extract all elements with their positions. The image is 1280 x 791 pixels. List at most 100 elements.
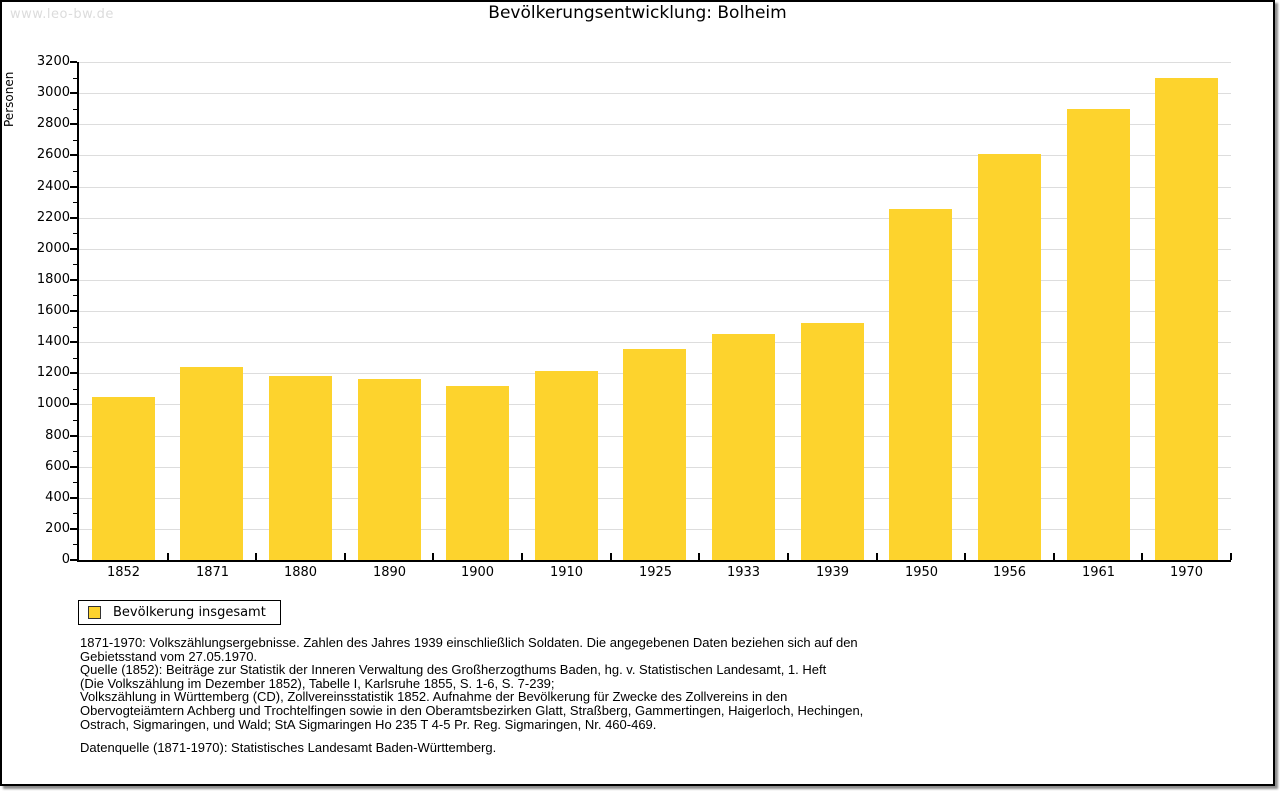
chart-title: Bevölkerungsentwicklung: Bolheim (488, 3, 787, 23)
bar-1880 (269, 376, 332, 560)
y-tick-major-1000 (70, 403, 77, 405)
bar-1939 (801, 323, 864, 560)
legend-swatch (88, 606, 101, 619)
y-tick-minor-1100 (73, 389, 77, 390)
y-tick-major-3000 (70, 92, 77, 94)
y-tick-label-2200: 2200 (36, 210, 70, 225)
y-tick-label-400: 400 (45, 490, 70, 505)
y-tick-minor-2100 (73, 233, 77, 234)
footnote-line-2: Gebietsstand vom 27.05.1970. (80, 648, 258, 664)
y-tick-major-2800 (70, 123, 77, 125)
bar-1852 (92, 397, 155, 560)
bar-1871 (180, 367, 243, 560)
y-tick-minor-1300 (73, 358, 77, 359)
x-axis-tick-13 (1230, 553, 1232, 560)
y-gridline-3200 (79, 62, 1231, 63)
y-gridline-2600 (79, 155, 1231, 156)
y-gridline-1600 (79, 311, 1231, 312)
y-tick-major-400 (70, 497, 77, 499)
x-axis-tick-11 (1053, 553, 1055, 560)
y-gridline-2800 (79, 124, 1231, 125)
footnote-line-6: Obervogteiämtern Achberg und Trochtelfin… (80, 702, 864, 718)
bar-1970 (1155, 78, 1218, 560)
y-gridline-1800 (79, 280, 1231, 281)
footnotes: 1871-1970: Volkszählungsergebnisse. Zahl… (80, 636, 1200, 731)
y-tick-label-200: 200 (45, 521, 70, 536)
y-tick-label-1000: 1000 (36, 396, 70, 411)
y-tick-minor-1900 (73, 264, 77, 265)
bar-1890 (358, 379, 421, 560)
y-tick-major-200 (70, 528, 77, 530)
y-tick-minor-900 (73, 420, 77, 421)
footnote-line-1: 1871-1970: Volkszählungsergebnisse. Zahl… (80, 635, 858, 650)
footnote-line-5: Volkszählung in Württemberg (CD), Zollve… (80, 689, 788, 705)
x-tick-label-1890: 1890 (372, 565, 407, 580)
y-tick-major-2200 (70, 217, 77, 219)
x-axis-tick-5 (521, 553, 523, 560)
y-tick-label-1800: 1800 (36, 272, 70, 287)
x-axis-labels: 1852 1871 1880 1890 1900 1910 1925 1933 1939 1950… (79, 565, 1231, 583)
y-gridline-2400 (79, 187, 1231, 188)
bar-1956 (978, 154, 1041, 560)
y-gridline-2000 (79, 249, 1231, 250)
y-tick-minor-300 (73, 513, 77, 514)
x-axis-tick-1 (167, 553, 169, 560)
y-tick-minor-1500 (73, 327, 77, 328)
x-tick-label-1970: 1970 (1169, 565, 1204, 580)
y-tick-label-2400: 2400 (36, 179, 70, 194)
x-axis-line (77, 560, 1231, 562)
y-tick-label-2000: 2000 (36, 241, 70, 256)
y-axis: 0 200 400 600 800 1000 1200 1400 1600 1800 2000 220… (0, 54, 79, 567)
y-tick-label-3200: 3200 (36, 54, 70, 69)
footnote-line-3: Quelle (1852): Beiträge zur Statistik de… (80, 662, 827, 678)
legend-label: Bevölkerung insgesamt (113, 605, 266, 620)
y-tick-label-1200: 1200 (36, 365, 70, 380)
x-tick-label-1933: 1933 (726, 565, 761, 580)
y-tick-minor-700 (73, 451, 77, 452)
y-tick-major-3200 (70, 61, 77, 63)
x-axis-tick-8 (787, 553, 789, 560)
y-tick-minor-2500 (73, 171, 77, 172)
y-tick-label-800: 800 (45, 428, 70, 443)
y-tick-major-0 (70, 559, 77, 561)
y-tick-major-1400 (70, 341, 77, 343)
x-tick-label-1900: 1900 (460, 565, 495, 580)
footnote-line-4: (Die Volkszählung im Dezember 1852), Tab… (80, 675, 555, 691)
datasource-line: Datenquelle (1871-1970): Statistisches L… (80, 740, 497, 755)
y-tick-minor-2700 (73, 140, 77, 141)
x-axis-tick-7 (698, 553, 700, 560)
x-tick-label-1880: 1880 (283, 565, 318, 580)
y-gridline-3000 (79, 93, 1231, 94)
legend-box: Bevölkerung insgesamt (78, 600, 281, 625)
y-axis-line (77, 62, 79, 562)
x-axis-tick-9 (876, 553, 878, 560)
x-tick-label-1852: 1852 (106, 565, 141, 580)
y-tick-minor-500 (73, 482, 77, 483)
x-axis-tick-4 (432, 553, 434, 560)
bar-1961 (1067, 109, 1130, 560)
y-tick-label-3000: 3000 (36, 85, 70, 100)
bar-1900 (446, 386, 509, 560)
y-tick-minor-2900 (73, 109, 77, 110)
y-tick-label-600: 600 (45, 459, 70, 474)
y-tick-major-2000 (70, 248, 77, 250)
x-axis-tick-6 (610, 553, 612, 560)
y-tick-label-2600: 2600 (36, 147, 70, 162)
y-tick-label-1600: 1600 (36, 303, 70, 318)
y-tick-major-2600 (70, 154, 77, 156)
y-tick-major-800 (70, 435, 77, 437)
y-tick-label-0: 0 (61, 552, 70, 567)
y-tick-major-600 (70, 466, 77, 468)
y-tick-minor-3100 (73, 78, 77, 79)
x-tick-label-1961: 1961 (1081, 565, 1116, 580)
y-tick-minor-100 (73, 544, 77, 545)
footnote-line-7: Ostrach, Sigmaringen, und Wald; StA Sigm… (80, 716, 657, 732)
y-tick-major-1800 (70, 279, 77, 281)
y-gridline-2200 (79, 218, 1231, 219)
plot-area (79, 62, 1232, 560)
x-tick-label-1871: 1871 (195, 565, 230, 580)
y-tick-label-2800: 2800 (36, 116, 70, 131)
x-tick-label-1925: 1925 (638, 565, 673, 580)
x-tick-label-1910: 1910 (549, 565, 584, 580)
